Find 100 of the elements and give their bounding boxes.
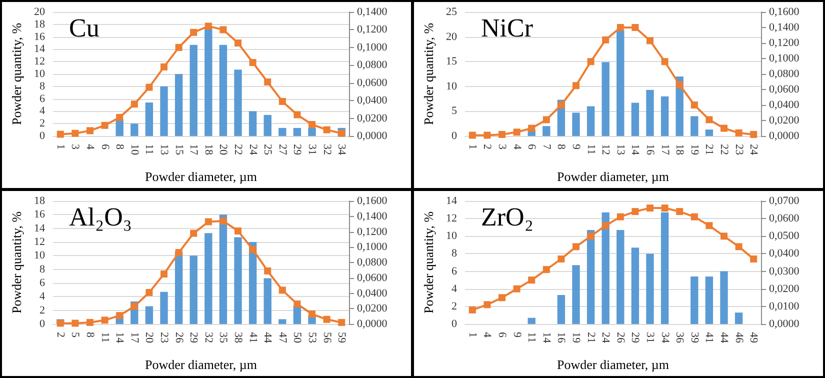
x-tick-label: 32	[202, 332, 214, 343]
point	[72, 320, 79, 327]
x-tick-label: 38	[232, 332, 244, 344]
bar	[190, 256, 198, 324]
x-tick-label: 13	[614, 144, 626, 156]
x-tick-label: 26	[614, 332, 626, 344]
y-tick-label: 0	[40, 130, 46, 142]
point	[572, 82, 580, 90]
point	[264, 78, 272, 86]
y2-tick-label: 0,1000	[769, 52, 800, 64]
point	[160, 63, 168, 70]
x-tick-label: 4	[84, 144, 96, 150]
x-tick-label: 11	[526, 332, 538, 343]
bar	[542, 126, 550, 136]
chart-title: NiCr	[481, 14, 534, 42]
y-tick-label: 18	[34, 18, 46, 30]
point	[484, 132, 491, 139]
y-tick-label: 4	[40, 290, 46, 303]
x-tick-label: 27	[276, 144, 288, 156]
y2-tick-label: 0,0800	[769, 68, 800, 80]
y-tick-label: 16	[34, 30, 46, 43]
y-tick-label: 16	[34, 208, 46, 221]
y2-tick-label: 0,1400	[357, 210, 388, 222]
x-tick-label: 32	[320, 144, 333, 155]
point	[498, 294, 506, 302]
bar	[631, 248, 640, 324]
bar	[204, 26, 212, 136]
x-tick-label: 18	[674, 144, 686, 156]
y-tick-label: 20	[34, 6, 46, 18]
y-tick-label: 6	[452, 265, 458, 278]
point	[116, 312, 124, 320]
x-tick-label: 11	[584, 144, 597, 155]
x-tick-label: 34	[336, 144, 348, 156]
y2-tick-label: 0,0600	[357, 272, 388, 284]
y2-tick-label: 0,0300	[769, 265, 800, 278]
point	[56, 320, 64, 327]
y-tick-label: 4	[452, 282, 458, 295]
y2-tick-label: 0,1200	[769, 37, 800, 49]
y-tick-label: 0	[40, 318, 46, 330]
x-axis-title: Powder diameter, µm	[144, 357, 258, 372]
y2-tick-label: 0,1600	[769, 6, 800, 18]
bar	[130, 124, 138, 136]
y2-tick-label: 0,1400	[357, 6, 388, 18]
point	[278, 98, 286, 105]
x-tick-label: 50	[291, 332, 304, 344]
x-tick-label: 10	[128, 144, 140, 156]
y2-tick-label: 0,0700	[769, 195, 800, 207]
point	[308, 310, 316, 318]
point	[542, 116, 550, 124]
x-tick-label: 3	[69, 144, 82, 150]
y2-tick-label: 0,0400	[769, 99, 800, 111]
bar	[646, 90, 654, 136]
bar	[690, 116, 698, 136]
x-tick-label: 21	[584, 332, 597, 343]
x-tick-label: 29	[188, 332, 200, 344]
point	[130, 100, 138, 108]
y2-tick-label: 0,0000	[769, 318, 800, 330]
x-tick-label: 1	[466, 332, 478, 338]
point	[676, 81, 684, 88]
x-tick-label: 9	[570, 144, 582, 150]
bar	[174, 252, 183, 324]
point	[661, 58, 668, 66]
point	[338, 318, 346, 326]
bar	[602, 212, 610, 324]
point	[558, 255, 565, 262]
bar	[705, 130, 714, 136]
x-tick-label: 44	[262, 332, 274, 344]
y2-tick-label: 0,0500	[769, 230, 800, 242]
point	[86, 127, 94, 134]
point	[294, 111, 301, 118]
bar	[586, 230, 595, 324]
point	[676, 208, 684, 216]
point	[249, 246, 256, 253]
bar	[528, 318, 536, 324]
x-tick-label: 46	[732, 332, 745, 344]
bar	[219, 214, 228, 324]
y2-tick-label: 0,1200	[357, 24, 388, 36]
bar	[145, 306, 154, 324]
bar	[572, 265, 580, 324]
point	[558, 102, 565, 108]
y2-tick-label: 0,0600	[769, 212, 800, 225]
x-tick-label: 9	[510, 332, 523, 338]
bar	[264, 114, 272, 136]
bar	[690, 276, 698, 324]
y-tick-label: 6	[40, 277, 46, 289]
x-tick-label: 8	[84, 332, 96, 338]
x-tick-label: 49	[748, 332, 760, 344]
x-tick-label: 16	[644, 144, 656, 156]
y2-tick-label: 0,0000	[357, 130, 388, 142]
point	[234, 227, 242, 234]
point	[572, 243, 580, 250]
point	[116, 114, 124, 121]
x-tick-label: 35	[217, 332, 230, 344]
point	[646, 204, 654, 212]
y2-tick-label: 0,0200	[357, 112, 388, 124]
point	[484, 301, 491, 308]
point	[72, 130, 79, 137]
point	[661, 204, 668, 212]
y2-tick-label: 0,0200	[769, 282, 800, 295]
x-tick-label: 17	[128, 332, 140, 344]
